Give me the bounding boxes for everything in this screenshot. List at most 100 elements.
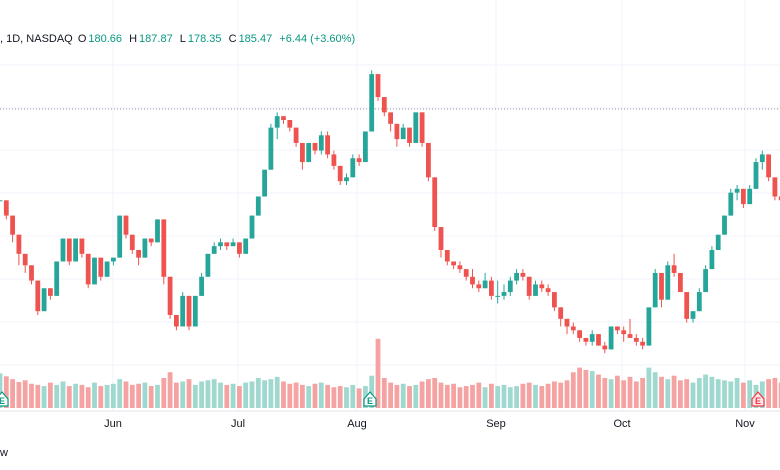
volume-bar	[381, 378, 387, 408]
volume-bar	[715, 379, 721, 408]
candle-body	[293, 127, 299, 143]
candle-body	[35, 280, 41, 312]
candle-body	[627, 334, 633, 338]
low-label: L	[179, 33, 186, 45]
candle-body	[218, 242, 223, 247]
candle-body	[48, 288, 53, 296]
candle-body	[709, 250, 715, 270]
volume-bar	[501, 384, 507, 408]
candle-body	[199, 276, 204, 296]
earnings-marker	[363, 391, 377, 407]
candle-body	[325, 135, 330, 155]
candle-body	[237, 242, 242, 254]
candle-body	[224, 242, 230, 247]
candle-body	[640, 341, 645, 346]
volume-bar	[155, 384, 160, 408]
volume-bar	[589, 371, 595, 408]
candle-body	[161, 219, 167, 277]
candle-body	[495, 295, 501, 297]
footer-text: w	[0, 447, 8, 459]
candle-body	[375, 74, 381, 98]
candle-body	[3, 200, 9, 216]
candle-body	[92, 257, 97, 285]
volume-bar	[407, 386, 412, 408]
volume-bar	[60, 381, 66, 408]
volume-bar	[350, 384, 356, 408]
volume-bar	[690, 382, 696, 408]
volume-bar	[552, 381, 557, 408]
open-value: 180.66	[88, 33, 123, 45]
candle-body	[570, 326, 576, 331]
candle-body	[79, 238, 85, 254]
candle-body	[243, 238, 249, 254]
candle-body	[205, 253, 211, 277]
volume-bar	[747, 380, 753, 408]
candle-body	[60, 238, 66, 262]
candle-body	[344, 177, 349, 182]
volume-bar	[583, 369, 589, 408]
volume-bar	[148, 386, 154, 408]
candle-body	[766, 154, 771, 178]
candle-body	[98, 257, 104, 277]
volume-bar	[470, 384, 475, 408]
candle-body	[596, 334, 601, 346]
candle-body	[85, 253, 91, 285]
candle-body	[167, 276, 173, 315]
volume-bar	[230, 383, 236, 408]
candle-body	[337, 165, 343, 182]
volume-bar	[167, 372, 173, 408]
candle-body	[633, 337, 639, 342]
candle-body	[470, 276, 475, 285]
volume-bar	[205, 380, 211, 408]
volume-bar	[22, 380, 28, 408]
candle-body	[300, 142, 305, 163]
volume-bar	[539, 386, 545, 408]
volume-bar	[678, 380, 683, 408]
x-tick-label: Jul	[231, 418, 245, 430]
volume-bar	[104, 384, 110, 408]
volume-bar	[123, 381, 129, 408]
volume-bar	[73, 383, 78, 408]
volume-bar	[312, 383, 318, 408]
volume-bar	[772, 378, 778, 408]
volume-bar	[98, 386, 104, 408]
volume-bar	[3, 376, 9, 408]
candle-body	[306, 142, 312, 163]
candle-body	[463, 269, 469, 277]
volume-bar	[10, 379, 15, 408]
candle-body	[407, 127, 412, 143]
candle-body	[274, 116, 280, 128]
volume-bar	[734, 378, 740, 408]
volume-bar	[507, 387, 513, 408]
volume-bar	[741, 382, 746, 408]
candle-body	[369, 74, 375, 132]
candle-body	[117, 215, 123, 258]
candle-body	[438, 227, 444, 250]
volume-bar	[211, 379, 217, 408]
volume-bar	[268, 379, 274, 408]
candle-body	[413, 112, 419, 143]
volume-bar	[533, 384, 538, 408]
candle-body	[753, 162, 759, 189]
volume-bar	[16, 382, 22, 408]
candle-body	[312, 142, 318, 151]
candle-body	[148, 238, 154, 243]
candle-body	[155, 219, 160, 243]
volume-bar	[652, 372, 658, 408]
candle-body	[444, 250, 450, 262]
candle-body	[262, 169, 267, 197]
volume-bar	[281, 381, 286, 408]
open-label: O	[77, 33, 87, 45]
volume-bar	[703, 374, 708, 408]
x-tick-label: Oct	[613, 418, 630, 430]
candle-body	[539, 284, 545, 289]
volume-bar	[306, 386, 312, 408]
volume-bar	[482, 387, 488, 408]
candle-body	[41, 288, 47, 312]
volume-bar	[29, 383, 34, 408]
symbol-interval: , 1D, NASDAQ	[0, 33, 73, 45]
volume-bar	[394, 384, 400, 408]
candle-body	[526, 276, 532, 296]
volume-bar	[111, 383, 116, 408]
